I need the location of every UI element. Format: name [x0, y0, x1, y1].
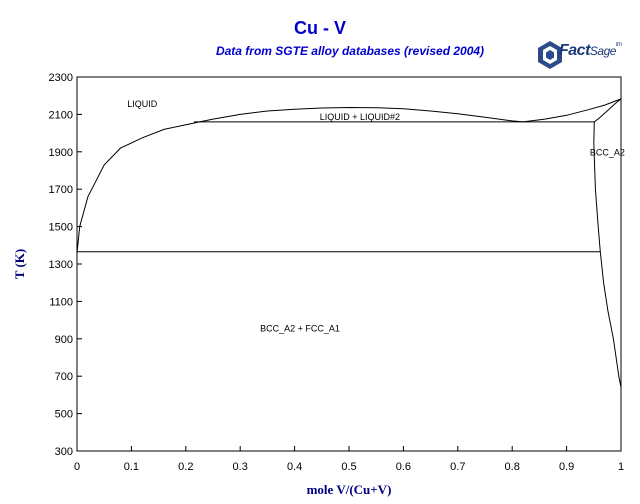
chart-title: Cu - V [294, 18, 346, 38]
phase-boundary-1 [76, 106, 524, 254]
y-tick-label: 2100 [49, 109, 73, 121]
factsage-logo-icon [538, 41, 562, 69]
factsage-logo-text: FactSagetm [559, 42, 622, 59]
x-axis-title: mole V/(Cu+V) [307, 482, 392, 497]
x-tick-label: 0.8 [505, 461, 520, 473]
y-tick-label: 300 [55, 446, 73, 458]
x-tick-label: 0.9 [559, 461, 574, 473]
y-tick-label: 1300 [49, 259, 73, 271]
phase-boundary-lines [76, 98, 622, 388]
region-labels: LIQUID LIQUID + LIQUID#2 BCC_A2 BCC_A2 + FC… [127, 99, 625, 333]
x-tick-label: 0 [74, 461, 80, 473]
x-tick-label: 0.6 [396, 461, 411, 473]
phase-boundary-4 [593, 98, 622, 123]
y-axis-title: T (K) [12, 249, 27, 279]
y-tick-label: 1900 [49, 147, 73, 159]
y-tick-label: 1500 [49, 222, 73, 234]
x-axis-ticks: 0 0.1 0.2 0.3 0.4 0.5 0.6 0.7 0.8 0.9 1 [74, 446, 624, 473]
chart-subtitle: Data from SGTE alloy databases (revised … [215, 44, 485, 58]
y-tick-label: 700 [55, 371, 73, 383]
x-tick-label: 0.1 [124, 461, 139, 473]
x-tick-label: 0.5 [341, 461, 356, 473]
y-tick-label: 1700 [49, 184, 73, 196]
x-tick-label: 0.3 [233, 461, 248, 473]
y-tick-label: 2300 [49, 72, 73, 84]
phase-boundary-5 [593, 121, 622, 388]
y-axis-ticks: 300 500 700 900 1100 1300 1500 1700 1900 2100 2300 [49, 72, 82, 458]
y-tick-label: 900 [55, 334, 73, 346]
plot-frame [76, 76, 622, 452]
factsage-logo: FactSagetm [537, 38, 637, 74]
region-label: BCC_A2 + FCC_A1 [260, 323, 340, 333]
region-label: BCC_A2 [590, 148, 625, 158]
y-tick-label: 500 [55, 409, 73, 421]
region-label: LIQUID [127, 99, 158, 109]
phase-boundary-2 [523, 98, 622, 123]
y-tick-label: 1100 [49, 296, 73, 308]
x-tick-label: 0.4 [287, 461, 302, 473]
x-tick-label: 0.7 [450, 461, 465, 473]
x-tick-label: 0.2 [178, 461, 193, 473]
x-tick-label: 1 [618, 461, 624, 473]
region-label: LIQUID + LIQUID#2 [320, 112, 400, 122]
